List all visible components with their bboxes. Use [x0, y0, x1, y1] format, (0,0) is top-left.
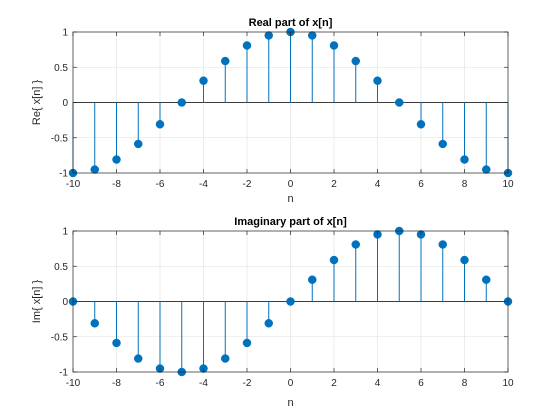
x-tick-label: 8: [462, 179, 468, 190]
x-tick-marks-real: [72, 32, 509, 173]
stems-imag: [94, 231, 487, 372]
stem-marker: [416, 120, 426, 129]
x-tick-label: 6: [418, 179, 424, 190]
stem-marker: [90, 165, 99, 174]
y-axis-label-imag: Im{ x[n] }: [31, 279, 43, 323]
y-tick-labels-imag: -1 -0.5 0 0.5 1: [51, 227, 69, 379]
x-tick-marks-imag: [72, 231, 509, 372]
stem-marker: [482, 165, 491, 174]
stem-marker: [242, 41, 252, 50]
y-tick-label: 0: [62, 297, 68, 308]
y-tick-labels-real: -1 -0.5 0 0.5 1: [51, 28, 69, 180]
stem-marker: [482, 275, 491, 284]
stem-marker: [329, 41, 339, 50]
x-tick-label: -2: [243, 179, 252, 190]
subplot-imaginary-part: -10 -8 -6 -4 -2 0 2 4 6 8 10 -1 -0.5 0 0.5 1 Imaginary…: [31, 216, 514, 409]
stem-marker: [134, 354, 143, 363]
markers-real: [68, 27, 513, 178]
x-tick-label: 10: [502, 179, 514, 190]
x-tick-label: -10: [66, 179, 81, 190]
stem-marker: [351, 56, 360, 66]
chart-title-imag: Imaginary part of x[n]: [234, 216, 347, 228]
x-axis-label-real: n: [287, 193, 293, 205]
stem-marker: [460, 255, 469, 265]
x-tick-label: -6: [156, 378, 165, 389]
y-tick-label: 1: [62, 227, 68, 238]
x-tick-label: 8: [462, 378, 468, 389]
stem-marker: [264, 319, 273, 328]
y-tick-label: -0.5: [51, 332, 69, 343]
subplot-real-part: -10 -8 -6 -4 -2 0 2 4 6 8 10 -1 -0.5 0 0.5 1 Real part…: [31, 17, 514, 205]
stem-marker: [221, 56, 230, 66]
stem-marker: [438, 240, 447, 249]
stem-marker: [286, 297, 295, 306]
stem-marker: [112, 338, 121, 348]
y-tick-label: 1: [62, 28, 68, 39]
stem-marker: [90, 319, 99, 328]
stem-marker: [264, 31, 273, 40]
x-tick-labels-real: -10 -8 -6 -4 -2 0 2 4 6 8 10: [66, 179, 514, 190]
x-tick-label: 2: [331, 378, 337, 389]
x-tick-label: 0: [288, 179, 294, 190]
stem-marker: [373, 76, 382, 85]
x-tick-label: -6: [156, 179, 165, 190]
stem-marker: [242, 338, 252, 348]
stem-marker: [395, 98, 404, 107]
x-tick-label: 0: [288, 378, 294, 389]
x-tick-label: -10: [66, 378, 81, 389]
x-tick-label: 4: [375, 378, 381, 389]
x-tick-labels-imag: -10 -8 -6 -4 -2 0 2 4 6 8 10: [66, 378, 514, 389]
x-tick-label: -4: [199, 179, 208, 190]
stem-marker: [134, 139, 143, 149]
x-tick-label: -8: [112, 378, 121, 389]
x-tick-label: 4: [375, 179, 381, 190]
x-tick-label: -8: [112, 179, 121, 190]
stem-marker: [460, 155, 469, 164]
stem-marker: [438, 139, 447, 149]
stem-marker: [308, 275, 317, 284]
x-tick-label: 2: [331, 179, 337, 190]
y-tick-marks-real: [73, 31, 508, 174]
x-tick-label: -4: [199, 378, 208, 389]
y-axis-label-real: Re{ x[n] }: [31, 80, 43, 126]
y-tick-label: 0.5: [54, 262, 68, 273]
stem-marker: [221, 354, 230, 363]
y-tick-label: -1: [59, 169, 68, 180]
y-tick-label: 0: [62, 98, 68, 109]
stem-marker: [155, 120, 165, 129]
x-tick-label: 10: [502, 378, 514, 389]
y-tick-marks-imag: [73, 230, 508, 373]
stem-marker: [199, 76, 208, 85]
x-tick-label: 6: [418, 378, 424, 389]
stem-marker: [112, 155, 121, 164]
x-axis-label-imag: n: [287, 397, 293, 409]
stem-marker: [177, 98, 186, 107]
y-tick-label: 0.5: [54, 63, 68, 74]
x-tick-label: -2: [243, 378, 252, 389]
y-tick-label: -1: [59, 368, 68, 379]
stem-marker: [308, 31, 317, 40]
y-tick-label: -0.5: [51, 133, 69, 144]
stem-marker: [351, 240, 360, 249]
chart-title-real: Real part of x[n]: [249, 17, 333, 29]
stem-marker: [329, 255, 339, 265]
